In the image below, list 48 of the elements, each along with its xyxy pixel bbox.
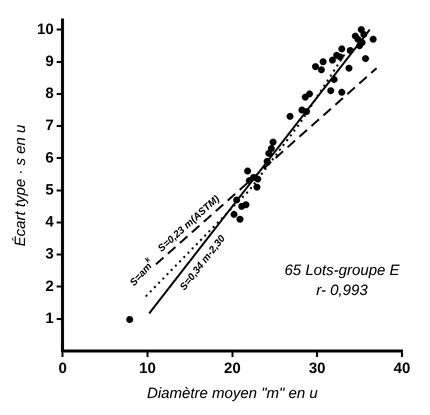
point xyxy=(370,36,377,43)
point xyxy=(265,150,272,157)
point xyxy=(327,87,334,94)
point xyxy=(362,55,370,62)
point xyxy=(254,176,262,183)
point xyxy=(253,184,260,191)
point xyxy=(264,158,271,165)
y-tick-label: 8 xyxy=(45,85,54,102)
point xyxy=(338,45,346,52)
y-tick-label: 10 xyxy=(36,20,54,38)
y-tick-label: 6 xyxy=(45,149,54,166)
y-tick-label: 1 xyxy=(45,310,54,328)
point xyxy=(318,66,325,74)
y-tick-label: 9 xyxy=(45,52,54,70)
y-tick-label: 2 xyxy=(45,278,54,295)
point xyxy=(330,76,338,83)
point xyxy=(356,42,364,50)
point xyxy=(328,56,336,64)
point xyxy=(286,112,294,120)
y-axis-title: Écart type · s en u xyxy=(11,124,30,246)
point xyxy=(233,196,240,204)
point xyxy=(270,138,277,146)
point xyxy=(320,58,327,66)
y-tick-label: 3 xyxy=(45,246,54,263)
point xyxy=(338,88,346,96)
annotation: r- 0,993 xyxy=(316,282,368,299)
x-tick-label: 10 xyxy=(139,360,156,378)
y-tick-label: 4 xyxy=(45,214,54,231)
point xyxy=(126,316,134,324)
x-tick-label: 40 xyxy=(394,360,410,378)
x-tick-label: 30 xyxy=(308,360,326,378)
point xyxy=(360,30,368,38)
point xyxy=(303,108,310,116)
point xyxy=(244,168,252,175)
point xyxy=(336,53,344,60)
point xyxy=(230,210,238,218)
y-tick-label: 5 xyxy=(45,181,54,198)
point xyxy=(346,47,354,54)
y-tick-label: 7 xyxy=(45,117,54,134)
point xyxy=(312,63,319,70)
point xyxy=(306,90,314,98)
point xyxy=(236,216,244,223)
point xyxy=(345,64,352,72)
annotation: 65 Lots-groupe E xyxy=(284,262,401,279)
x-tick-label: 20 xyxy=(224,360,241,378)
x-axis-title: Diamètre moyen "m" en u xyxy=(146,385,318,402)
point xyxy=(242,201,250,208)
x-tick-label: 0 xyxy=(58,360,67,378)
